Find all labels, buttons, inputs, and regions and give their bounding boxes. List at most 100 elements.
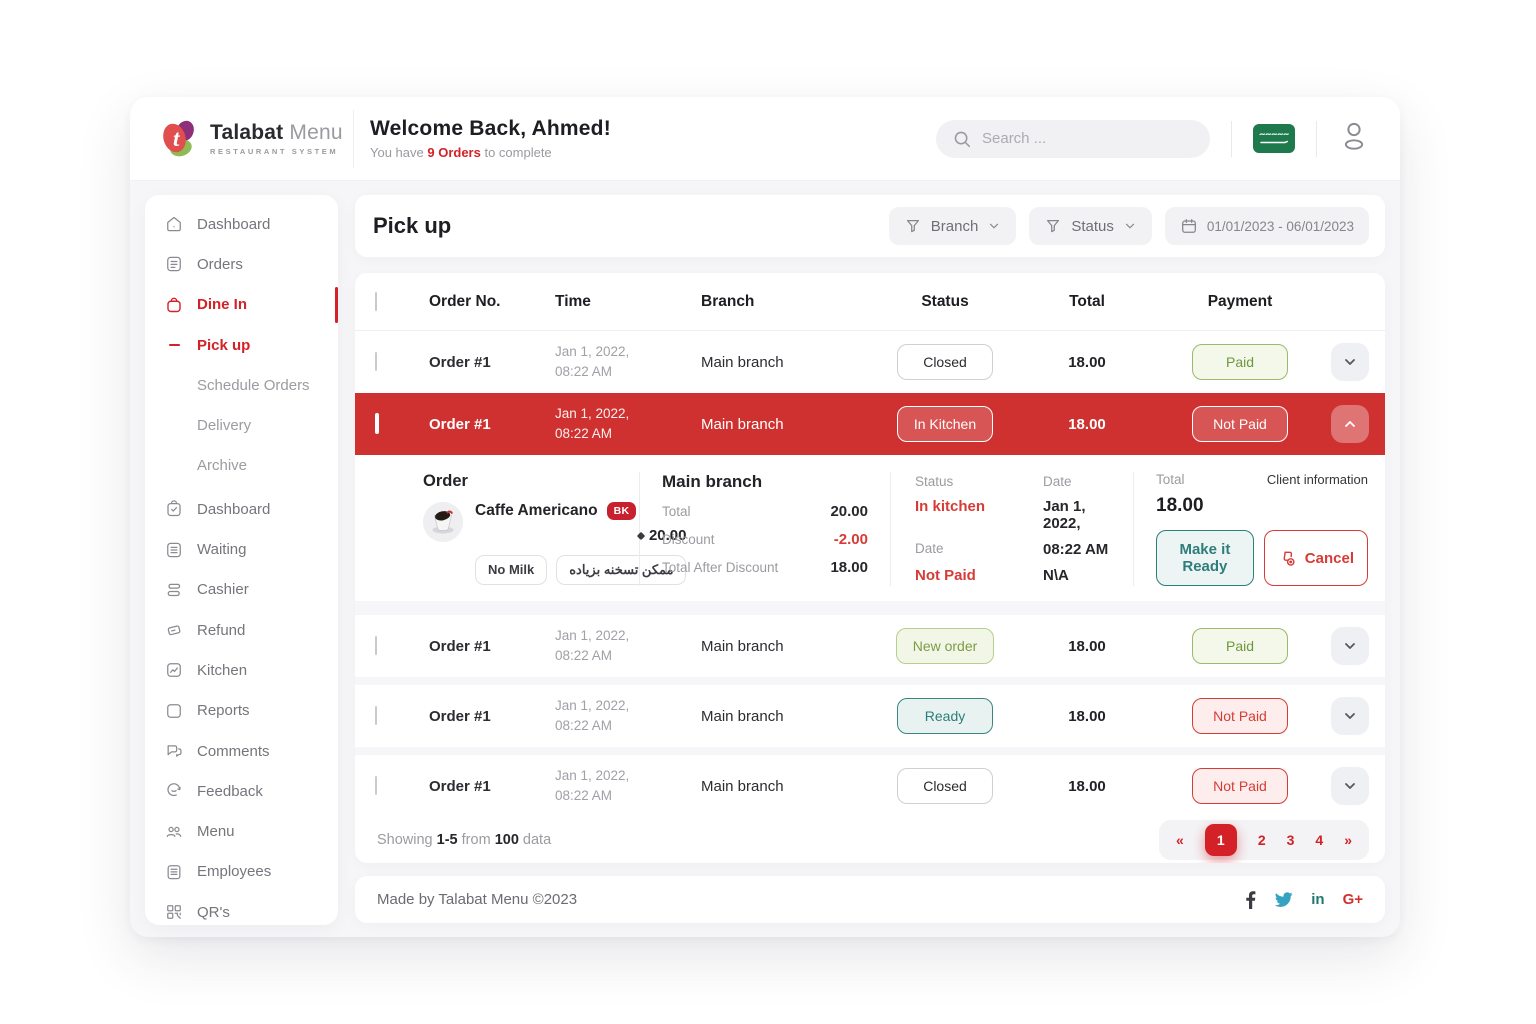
cancel-order-button[interactable]: Cancel [1263,530,1368,586]
page-title: Pick up [373,213,452,238]
twitter-icon[interactable] [1274,891,1293,908]
dash-icon [164,343,184,347]
product-badge: BK [606,502,637,520]
header-divider [1316,120,1317,157]
row-checkbox[interactable] [375,776,377,795]
payment-badge[interactable]: Not Paid [1192,698,1288,734]
pagination-page-2[interactable]: 2 [1257,832,1266,848]
payment-badge[interactable]: Paid [1192,344,1288,380]
row-checkbox[interactable] [375,413,379,434]
payment-badge[interactable]: Paid [1192,628,1288,664]
top-header: t Talabat Menu RESTAURANT SYSTEM Welcome… [130,97,1400,181]
branch-name: Main branch [662,472,763,491]
date-range-picker[interactable]: 01/01/2023 - 06/01/2023 [1164,207,1369,245]
search-input[interactable] [982,130,1182,147]
sidebar-item-dashboard-2[interactable]: Dashboard [145,489,338,529]
order-number: Order #1 [429,353,491,371]
select-all-checkbox[interactable] [375,291,377,311]
main-panel: Pick up Branch Status 01/01/2023 - [355,195,1385,925]
product-price: 20.00 [475,527,686,544]
sidebar-item-kitchen[interactable]: Kitchen [145,650,338,690]
branch-summary-section: Main branch Total 20.00 Discount -2.00 Tot… [639,472,890,586]
make-it-ready-button[interactable]: Make it Ready [1156,530,1254,586]
saudi-arabia-flag[interactable] [1253,124,1295,153]
collapse-row-button[interactable] [1331,405,1369,443]
active-indicator [335,286,338,323]
status-info-section: Status Date In kitchen Jan 1, 2022, Date… [890,472,1133,586]
svg-text:t: t [173,126,180,151]
table-row: Order #1 Jan 1, 2022, 08:22 AM Main branc… [355,685,1385,747]
status-badge[interactable]: In Kitchen [896,406,994,442]
sidebar-item-dine-in[interactable]: Dine In [145,285,338,325]
pagination-page-3[interactable]: 3 [1286,832,1295,848]
pagination-page-1[interactable]: 1 [1204,824,1237,856]
sidebar-item-employees[interactable]: Employees [145,852,338,892]
row-checkbox[interactable] [375,636,377,655]
status-badge[interactable]: Closed [897,768,993,804]
coffee-cup-image [423,502,463,542]
calendar-icon [1181,219,1196,233]
order-number: Order #1 [429,777,491,795]
search-bar[interactable] [936,119,1210,158]
status-badge[interactable]: Closed [897,344,993,380]
status-badge[interactable]: Ready [897,698,993,734]
sidebar-item-comments[interactable]: Comments [145,731,338,771]
cashier-icon [167,583,181,596]
payment-badge[interactable]: Not Paid [1192,768,1288,804]
reports-icon [167,703,181,718]
column-status: Status [921,292,969,310]
sidebar-item-refund[interactable]: Refund [145,610,338,650]
payment-badge[interactable]: Not Paid [1192,406,1288,442]
brand-logo[interactable]: t Talabat Menu RESTAURANT SYSTEM [130,109,354,168]
sidebar-item-qrs[interactable]: QR's [145,892,338,932]
pagination-next-button[interactable]: » [1344,832,1352,848]
chevron-down-icon [1125,223,1134,229]
menu-people-icon [166,826,182,837]
talabat-logo-icon: t [163,120,194,156]
branch-filter-dropdown[interactable]: Branch [888,207,1017,245]
sidebar-item-delivery[interactable]: Delivery [197,417,252,435]
sidebar-item-dashboard[interactable]: Dashboard [145,204,338,244]
user-profile-button[interactable] [1338,119,1370,158]
linkedin-icon[interactable]: in [1311,891,1325,908]
google-plus-icon[interactable]: G+ [1342,891,1363,908]
content-area: Dashboard Orders Dine In Pick up Schedul… [130,181,1400,925]
row-checkbox[interactable] [375,352,377,371]
client-information-link[interactable]: Client information [1266,472,1368,487]
welcome-title: Welcome Back, Ahmed! [370,117,611,140]
kitchen-status-value: In kitchen [915,498,986,515]
total-actions-section: Total Client information 18.00 Make it R… [1133,472,1385,586]
order-number: Order #1 [429,637,491,655]
sidebar-item-schedule-orders[interactable]: Schedule Orders [197,376,310,394]
welcome-subtitle: You have 9 Orders to complete [370,145,552,160]
sidebar-item-orders[interactable]: Orders [145,244,338,284]
expand-row-button[interactable] [1331,627,1369,665]
expand-row-button[interactable] [1331,697,1369,735]
facebook-icon[interactable] [1245,890,1256,909]
funnel-icon [906,219,919,233]
sidebar: Dashboard Orders Dine In Pick up Schedul… [145,195,338,925]
welcome-block: Welcome Back, Ahmed! You have 9 Orders t… [354,117,611,160]
order-items-section: Order [355,472,687,586]
sidebar-item-archive[interactable]: Archive [197,457,248,475]
sidebar-item-menu[interactable]: Menu [145,811,338,851]
order-detail-panel: Order [355,455,1385,601]
order-section-title: Order [423,472,468,490]
pagination-prev-button[interactable]: « [1176,832,1184,848]
sidebar-item-reports[interactable]: Reports [145,691,338,731]
sidebar-item-waiting[interactable]: Waiting [145,529,338,569]
kitchen-chart-icon [167,663,181,678]
sidebar-item-feedback[interactable]: Feedback [145,771,338,811]
social-links: in G+ [1245,890,1363,909]
cancel-order-icon [1283,551,1295,566]
status-filter-dropdown[interactable]: Status [1029,207,1152,245]
pagination-page-4[interactable]: 4 [1315,832,1324,848]
sidebar-item-cashier[interactable]: Cashier [145,570,338,610]
expand-row-button[interactable] [1331,343,1369,381]
status-badge[interactable]: New order [895,628,995,664]
filters: Branch Status 01/01/2023 - 06/01/2023 [888,207,1369,245]
sidebar-item-pick-up[interactable]: Pick up [145,325,338,365]
clipboard-icon [167,500,181,517]
row-checkbox[interactable] [375,706,377,725]
expand-row-button[interactable] [1331,767,1369,805]
